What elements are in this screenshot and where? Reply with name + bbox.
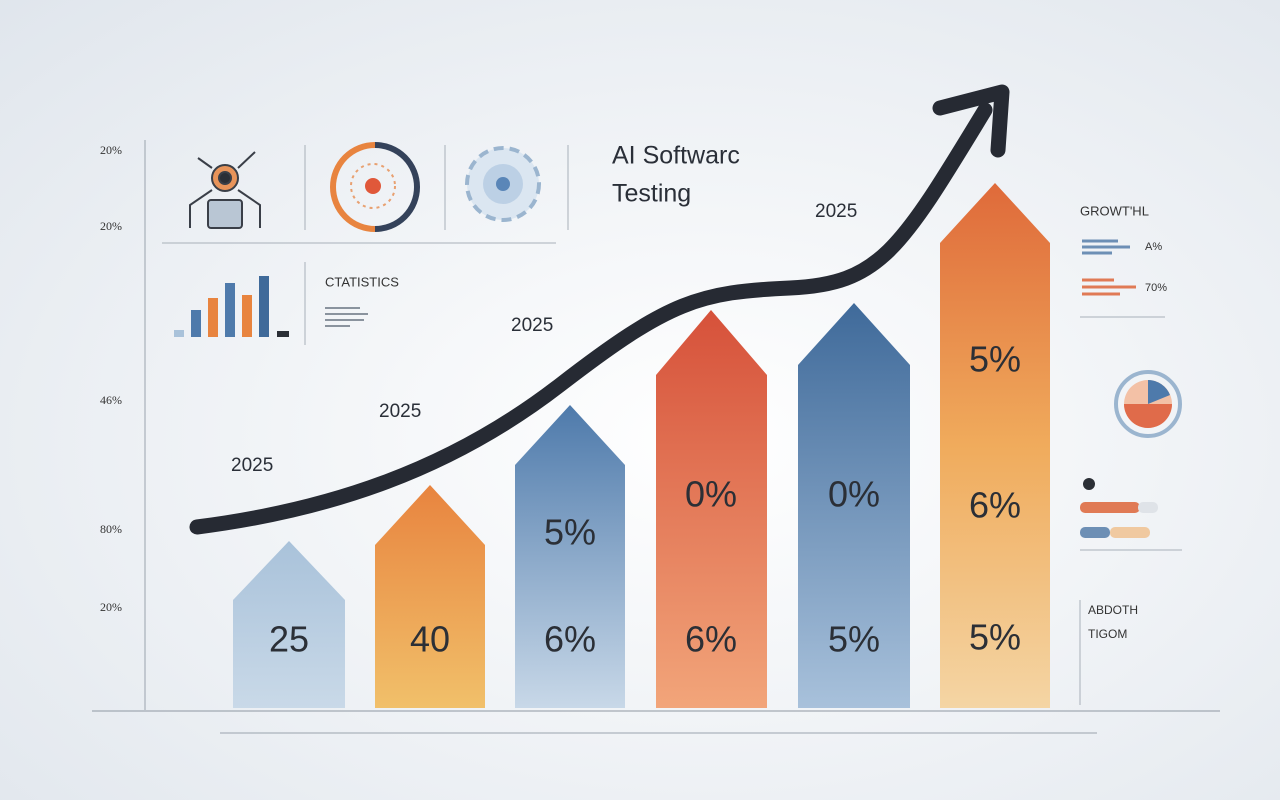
robot-icon	[189, 151, 261, 229]
trend-arrow	[189, 102, 993, 535]
bar-label: 40	[410, 619, 450, 660]
bar-label: 5%	[828, 619, 880, 660]
bar-label: 0%	[685, 474, 737, 515]
sidebar-row: 70%	[1145, 282, 1167, 294]
sidebar-footer: TIGOM	[1088, 627, 1127, 641]
arrow-bar	[233, 541, 345, 708]
bar-label: 6%	[685, 619, 737, 660]
sidebar-footer: ABDOTH	[1088, 603, 1138, 617]
gauge-icon	[330, 142, 420, 232]
bar-label: 5%	[969, 339, 1021, 380]
trend-arrowhead	[932, 84, 1010, 158]
arrow-bar	[515, 405, 625, 708]
sidebar-title: GROWT'HL	[1080, 203, 1149, 218]
mini-bar-icon	[174, 276, 368, 337]
axis-label: 20%	[100, 219, 122, 233]
bar-label: 0%	[828, 474, 880, 515]
bar-label: 25	[269, 619, 309, 660]
title: Testing	[612, 180, 691, 208]
bar-label: 6%	[969, 485, 1021, 526]
bar-label: 5%	[544, 512, 596, 553]
axis-label: 20%	[100, 600, 122, 614]
year-label: 2025	[511, 315, 553, 336]
arrow-bars	[233, 183, 1050, 708]
gear-icon	[465, 146, 541, 222]
arrow-bar	[798, 303, 910, 708]
pie-icon	[1114, 370, 1182, 438]
axis-label: 80%	[100, 522, 122, 536]
sidebar-bars	[1080, 239, 1158, 538]
arrow-bar	[656, 310, 767, 708]
bar-label: 6%	[544, 619, 596, 660]
sidebar-row: A%	[1145, 241, 1162, 253]
arrow-bar	[375, 485, 485, 708]
title: AI Softwarc	[612, 142, 740, 170]
year-label: 2025	[379, 401, 421, 422]
arrow-bar	[940, 183, 1050, 708]
bar-label: 5%	[969, 617, 1021, 658]
axis-label: 20%	[100, 143, 122, 157]
panel-label: CTATISTICS	[325, 274, 399, 289]
year-label: 2025	[815, 201, 857, 222]
year-label: 2025	[231, 455, 273, 476]
axis-label: 46%	[100, 393, 122, 407]
